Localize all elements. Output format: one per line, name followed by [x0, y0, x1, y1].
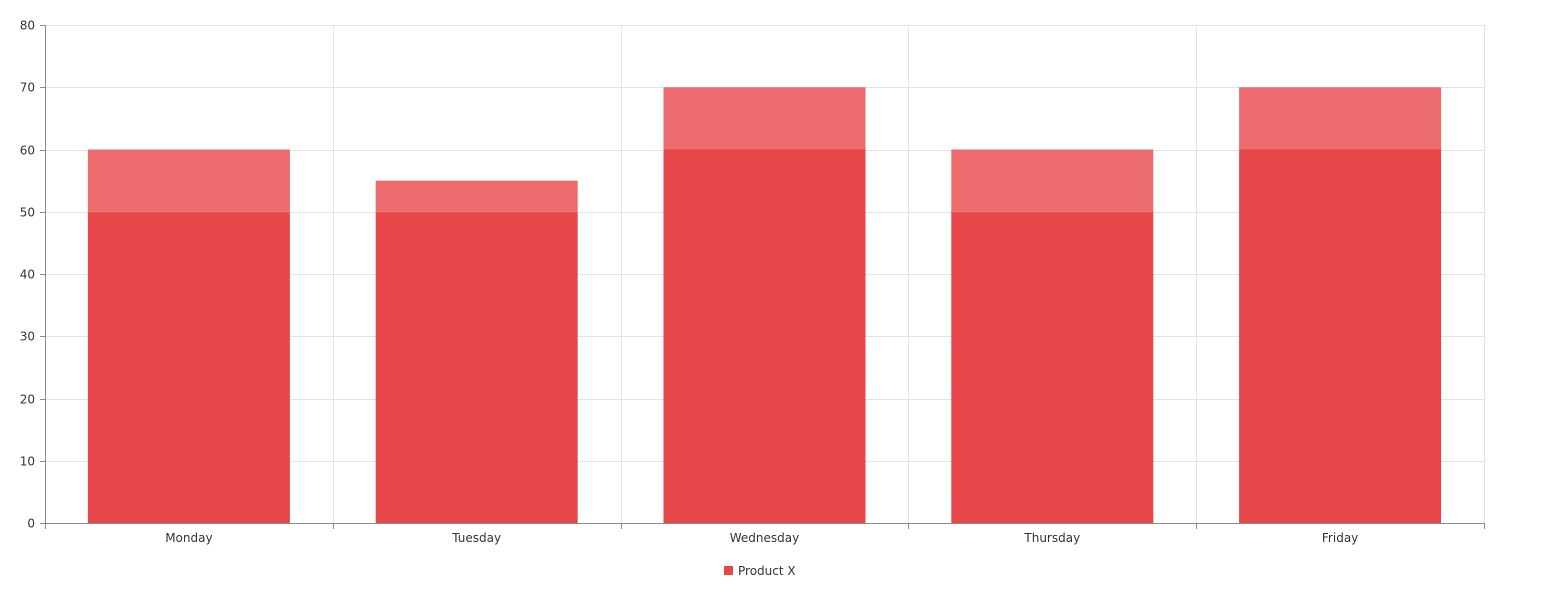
- x-tick-label: Tuesday: [451, 531, 501, 545]
- bar-monday[interactable]: [87, 211, 290, 523]
- y-tick-label: 60: [20, 144, 35, 158]
- bar-top-monday[interactable]: [87, 149, 290, 212]
- y-tick-label: 20: [20, 393, 35, 407]
- bar-thursday[interactable]: [951, 211, 1154, 523]
- y-tick-label: 10: [20, 455, 35, 469]
- bars: [87, 87, 1442, 524]
- x-tick-label: Thursday: [1023, 531, 1080, 545]
- legend[interactable]: Product X: [724, 564, 796, 578]
- x-tick-label: Wednesday: [730, 531, 799, 545]
- legend-swatch: [724, 566, 733, 575]
- bar-top-friday[interactable]: [1239, 87, 1442, 150]
- y-tick-label: 80: [20, 19, 35, 33]
- y-tick-label: 30: [20, 330, 35, 344]
- y-tick-label: 50: [20, 206, 35, 220]
- x-tick-label: Monday: [165, 531, 212, 545]
- x-tick-labels: Monday Tuesday Wednesday Thursday Friday: [165, 531, 1358, 545]
- bar-top-thursday[interactable]: [951, 149, 1154, 212]
- bar-top-wednesday[interactable]: [663, 87, 866, 150]
- y-tick-labels: 0 10 20 30 40 50 60 70 80: [20, 19, 35, 531]
- y-tick-label: 40: [20, 268, 35, 282]
- bar-top-tuesday[interactable]: [375, 180, 578, 212]
- bar-wednesday[interactable]: [663, 149, 866, 524]
- y-tick-label: 0: [27, 517, 35, 531]
- x-tick-label: Friday: [1322, 531, 1358, 545]
- y-tick-label: 70: [20, 81, 35, 95]
- bar-tuesday[interactable]: [375, 211, 578, 523]
- legend-label: Product X: [738, 564, 796, 578]
- bar-friday[interactable]: [1239, 149, 1442, 524]
- axes: [40, 25, 1485, 529]
